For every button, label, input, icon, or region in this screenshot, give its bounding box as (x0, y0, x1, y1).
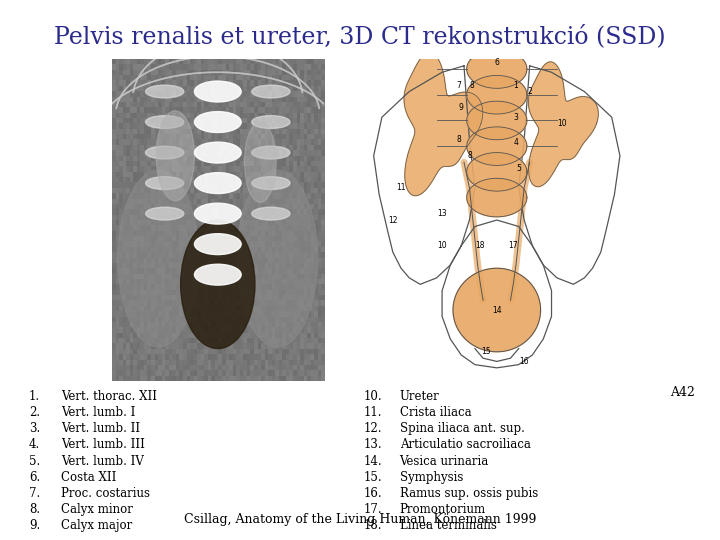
Text: 2.: 2. (29, 406, 40, 419)
Text: Vert. lumb. II: Vert. lumb. II (61, 422, 140, 435)
Text: Vesica urinaria: Vesica urinaria (400, 455, 489, 468)
Ellipse shape (156, 111, 194, 201)
Ellipse shape (252, 116, 290, 129)
Ellipse shape (194, 203, 241, 224)
Text: 15.: 15. (364, 471, 382, 484)
Text: Crista iliaca: Crista iliaca (400, 406, 471, 419)
Text: 14: 14 (492, 306, 502, 314)
Text: 10.: 10. (364, 390, 382, 403)
Text: 1: 1 (513, 80, 518, 90)
Ellipse shape (252, 207, 290, 220)
Text: A42: A42 (670, 386, 695, 399)
Text: 12: 12 (388, 215, 397, 225)
Text: 10: 10 (437, 241, 447, 250)
Text: Costa XII: Costa XII (61, 471, 117, 484)
Text: 6.: 6. (29, 471, 40, 484)
Ellipse shape (145, 116, 184, 129)
Text: 16: 16 (519, 357, 529, 366)
Text: 15: 15 (481, 347, 490, 356)
Text: 9.: 9. (29, 519, 40, 532)
Text: Csillag, Anatomy of the Living Human, Könemann 1999: Csillag, Anatomy of the Living Human, Kö… (184, 514, 536, 526)
Text: 18: 18 (476, 241, 485, 250)
Text: Articulatio sacroiliaca: Articulatio sacroiliaca (400, 438, 531, 451)
Ellipse shape (181, 220, 255, 349)
Text: 5.: 5. (29, 455, 40, 468)
Text: Linea terminalis: Linea terminalis (400, 519, 497, 532)
Text: Vert. thorac. XII: Vert. thorac. XII (61, 390, 157, 403)
Text: 7: 7 (456, 80, 461, 90)
Text: 16.: 16. (364, 487, 382, 500)
Text: 13: 13 (437, 209, 447, 218)
Text: 11: 11 (396, 184, 406, 192)
Text: Symphysis: Symphysis (400, 471, 463, 484)
Text: 13.: 13. (364, 438, 382, 451)
Text: Calyx major: Calyx major (61, 519, 132, 532)
Polygon shape (404, 52, 483, 195)
Text: Vert. lumb. IV: Vert. lumb. IV (61, 455, 144, 468)
Ellipse shape (194, 234, 241, 254)
Text: 1.: 1. (29, 390, 40, 403)
Polygon shape (467, 50, 527, 89)
Text: 18.: 18. (364, 519, 382, 532)
Ellipse shape (237, 170, 318, 347)
Ellipse shape (244, 122, 276, 202)
Ellipse shape (118, 170, 199, 347)
Text: Spina iliaca ant. sup.: Spina iliaca ant. sup. (400, 422, 524, 435)
Text: 6: 6 (495, 58, 499, 67)
Polygon shape (453, 268, 541, 352)
Text: 3.: 3. (29, 422, 40, 435)
Ellipse shape (194, 81, 241, 102)
Text: Ureter: Ureter (400, 390, 439, 403)
Text: 8: 8 (470, 80, 474, 90)
Ellipse shape (145, 85, 184, 98)
Polygon shape (467, 153, 527, 191)
Text: 3: 3 (513, 113, 518, 122)
Text: 17: 17 (508, 241, 518, 250)
Ellipse shape (252, 146, 290, 159)
Ellipse shape (145, 207, 184, 220)
Ellipse shape (252, 177, 290, 190)
Text: 8: 8 (456, 135, 461, 144)
Ellipse shape (145, 177, 184, 190)
Text: Pelvis renalis et ureter, 3D CT rekonstrukció (SSD): Pelvis renalis et ureter, 3D CT rekonstr… (54, 24, 666, 48)
Text: 7.: 7. (29, 487, 40, 500)
Text: Vert. lumb. I: Vert. lumb. I (61, 406, 135, 419)
Polygon shape (467, 178, 527, 217)
Text: Proc. costarius: Proc. costarius (61, 487, 150, 500)
Text: 4.: 4. (29, 438, 40, 451)
Text: 11.: 11. (364, 406, 382, 419)
Polygon shape (528, 62, 598, 187)
Text: Ramus sup. ossis pubis: Ramus sup. ossis pubis (400, 487, 538, 500)
Text: 17.: 17. (364, 503, 382, 516)
Polygon shape (467, 76, 527, 114)
Text: 4: 4 (513, 138, 518, 147)
Polygon shape (467, 127, 527, 165)
Text: 2: 2 (527, 87, 532, 96)
Ellipse shape (194, 264, 241, 285)
Ellipse shape (194, 142, 241, 163)
Ellipse shape (194, 112, 241, 132)
Text: 12.: 12. (364, 422, 382, 435)
Polygon shape (467, 101, 527, 140)
Text: Promontorium: Promontorium (400, 503, 486, 516)
Text: 14.: 14. (364, 455, 382, 468)
Text: 10: 10 (558, 119, 567, 128)
Text: 5: 5 (516, 164, 521, 173)
Ellipse shape (145, 146, 184, 159)
Ellipse shape (252, 85, 290, 98)
Text: 8: 8 (467, 151, 472, 160)
Text: Calyx minor: Calyx minor (61, 503, 133, 516)
Text: 9: 9 (459, 103, 464, 112)
Text: 8.: 8. (29, 503, 40, 516)
Ellipse shape (194, 173, 241, 193)
Text: Vert. lumb. III: Vert. lumb. III (61, 438, 145, 451)
